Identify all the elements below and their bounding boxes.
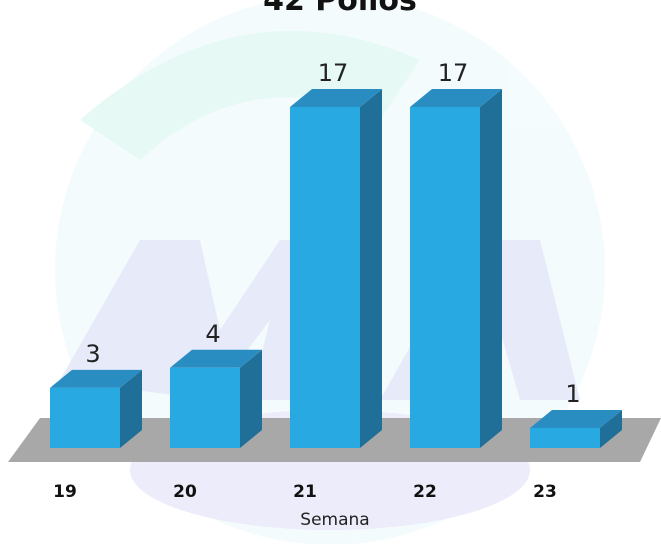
data-label: 3 [85,340,100,368]
bar-top [410,88,502,107]
bar [170,367,240,448]
data-label: 17 [438,59,469,87]
bar [410,106,480,448]
x-tick-label: 22 [413,482,437,502]
data-label: 1 [565,380,580,408]
x-tick-label: 21 [293,482,317,502]
bar [290,106,360,448]
bar-top [530,409,622,428]
bar-side [480,88,502,448]
bar-top [170,349,262,368]
bar [530,427,600,448]
x-axis-label: Semana [300,510,369,530]
data-label: 4 [205,320,220,348]
x-tick-label: 23 [533,482,557,502]
bar-side [120,369,142,448]
x-tick-label: 19 [53,482,77,502]
bar [50,387,120,448]
bar-side [240,349,262,448]
bar-side [360,88,382,448]
chart-title: 42 Pollos [263,0,417,18]
bar-top [290,88,382,107]
bar-top [50,369,142,388]
x-tick-label: 20 [173,482,197,502]
bar-side [600,409,622,448]
data-label: 17 [318,59,349,87]
